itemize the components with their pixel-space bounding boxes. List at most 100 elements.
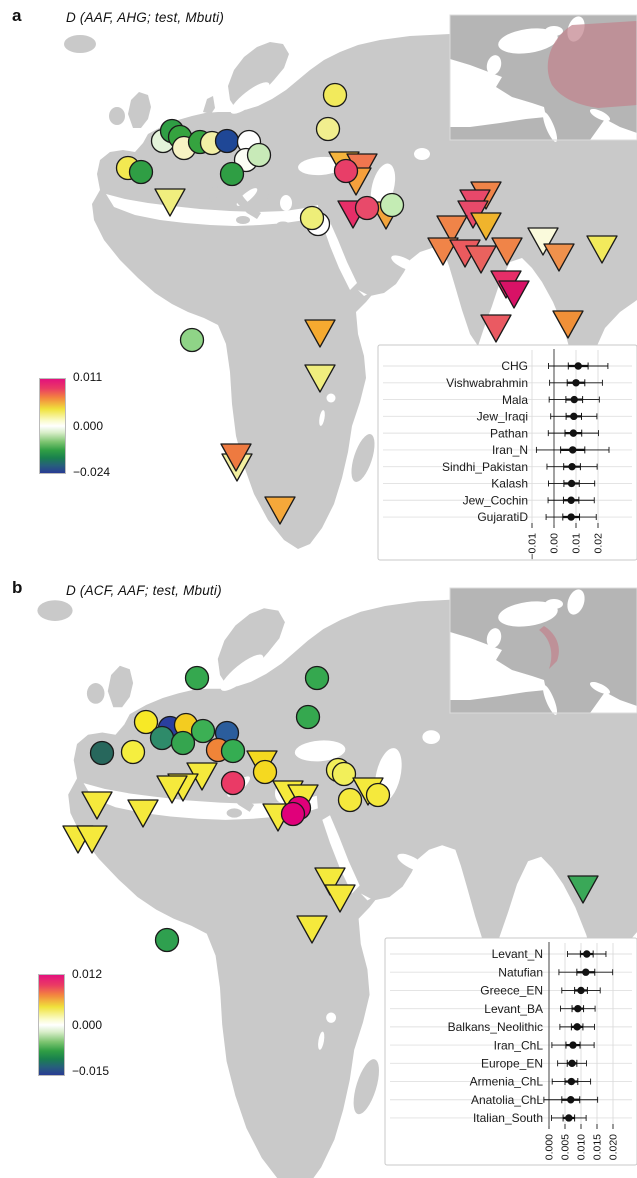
forest-point-estimate xyxy=(570,395,578,404)
map-marker-triangle xyxy=(470,212,502,241)
forest-row-label: Armenia_ChL xyxy=(470,1075,544,1089)
map-marker-circle xyxy=(89,740,115,766)
panel-a-label: a xyxy=(12,6,22,25)
forest-point-estimate xyxy=(567,479,576,488)
forest-point-estimate xyxy=(567,513,575,521)
forest-x-tick-label: 0.000 xyxy=(544,1134,556,1160)
map-marker-triangle xyxy=(314,867,346,896)
forest-x-tick-label: 0.015 xyxy=(592,1134,604,1160)
forest-x-tick-label: 0.01 xyxy=(571,533,583,554)
map-marker-triangle xyxy=(76,825,108,854)
forest-plot-b: 0.000 0.005 0.010 0.015 0.020 Levant_N Natufia… xyxy=(384,937,637,1166)
forest-x-tick-label: 0.00 xyxy=(549,533,561,554)
map-marker-circle xyxy=(214,128,240,154)
forest-x-tick-label: −0.01 xyxy=(527,533,539,560)
map-marker-circle xyxy=(365,782,391,808)
forest-point-estimate xyxy=(567,496,575,504)
forest-row-label: Jew_Iraqi xyxy=(477,410,528,424)
forest-point-estimate xyxy=(569,1041,577,1049)
forest-point-estimate xyxy=(574,1004,582,1013)
panel-b-title: D (ACF, AAF; test, Mbuti) xyxy=(66,583,222,598)
map-marker-circle xyxy=(333,158,359,184)
map-panel-b: 0.000 0.005 0.010 0.015 0.020 Levant_N Natufia… xyxy=(37,587,637,1178)
forest-row-label: Levant_N xyxy=(492,947,543,961)
colorbar-a-max-label: 0.011 xyxy=(73,370,103,384)
inset-highlight-region-b xyxy=(539,626,559,669)
map-marker-circle xyxy=(190,718,216,744)
forest-point-estimate xyxy=(565,1114,573,1122)
forest-point-estimate xyxy=(570,412,578,421)
forest-point-estimate xyxy=(568,1059,576,1068)
map-marker-triangle xyxy=(527,227,559,256)
forest-point-estimate xyxy=(577,986,585,995)
map-marker-circle xyxy=(337,787,363,813)
colorbar-b-zero-label: 0.000 xyxy=(72,1018,103,1032)
map-marker-triangle xyxy=(436,215,468,244)
inset-locator-map-a xyxy=(449,14,637,144)
forest-x-tick-label: 0.020 xyxy=(608,1134,620,1160)
map-marker-triangle xyxy=(264,496,296,525)
map-markers-b xyxy=(62,665,599,953)
map-marker-triangle xyxy=(81,791,113,820)
forest-x-tick-label: 0.02 xyxy=(593,533,605,554)
forest-row-label: GujaratiD xyxy=(477,510,528,524)
map-marker-circle xyxy=(179,327,205,353)
forest-point-estimate xyxy=(567,1096,575,1104)
map-marker-triangle xyxy=(427,237,459,266)
forest-point-estimate xyxy=(568,462,576,471)
map-marker-circle xyxy=(280,801,306,827)
forest-x-tick-label: 0.005 xyxy=(560,1134,572,1160)
forest-point-estimate xyxy=(569,429,578,437)
map-marker-circle xyxy=(379,192,405,218)
inset-locator-map-b xyxy=(449,587,637,717)
map-marker-triangle xyxy=(567,875,599,904)
forest-point-estimate xyxy=(574,362,582,370)
forest-point-estimate xyxy=(569,446,577,454)
colorbar-b-max-label: 0.012 xyxy=(72,967,103,981)
map-marker-circle xyxy=(128,159,154,185)
map-marker-triangle xyxy=(491,237,523,266)
map-marker-circle xyxy=(170,730,196,756)
map-marker-circle xyxy=(322,82,348,108)
map-marker-triangle xyxy=(296,915,328,944)
map-markers-a xyxy=(115,82,618,525)
forest-row-label: Balkans_Neolithic xyxy=(448,1020,543,1034)
forest-row-label: Kalash xyxy=(491,477,528,491)
map-marker-circle xyxy=(184,665,210,691)
colorbar-b-min-label: −0.015 xyxy=(72,1064,110,1078)
forest-plot-a: −0.01 0.00 0.01 0.02 CHG Vishwabrahmin Mala Jew… xyxy=(377,344,637,561)
forest-point-estimate xyxy=(567,1077,576,1086)
forest-row-label: Europe_EN xyxy=(481,1057,543,1071)
map-marker-circle xyxy=(246,142,272,168)
forest-row-label: CHG xyxy=(501,359,528,373)
map-marker-circle xyxy=(220,738,246,764)
forest-row-label: Jew_Cochin xyxy=(463,493,528,507)
map-marker-triangle xyxy=(498,280,530,309)
map-marker-circle xyxy=(252,759,278,785)
map-marker-triangle xyxy=(465,245,497,274)
panel-b-label: b xyxy=(12,578,23,597)
forest-x-tick-label: 0.010 xyxy=(576,1134,588,1160)
forest-row-label: Greece_EN xyxy=(480,984,543,998)
forest-row-label: Iran_N xyxy=(492,443,528,457)
forest-row-label: Iran_ChL xyxy=(494,1038,544,1052)
map-marker-triangle xyxy=(586,235,618,264)
inset-highlight-region-a xyxy=(547,21,637,108)
map-marker-circle xyxy=(354,195,380,221)
map-marker-triangle xyxy=(304,364,336,393)
map-marker-circle xyxy=(120,739,146,765)
map-marker-circle xyxy=(133,709,159,735)
map-marker-circle xyxy=(219,161,245,187)
forest-row-label: Pathan xyxy=(490,426,528,440)
map-marker-triangle xyxy=(480,314,512,343)
map-marker-circle xyxy=(331,761,357,787)
map-marker-circle xyxy=(295,704,321,730)
forest-row-label: Mala xyxy=(502,393,528,407)
forest-row-label: Italian_South xyxy=(473,1111,543,1125)
forest-point-estimate xyxy=(572,379,580,387)
forest-row-label: Vishwabrahmin xyxy=(446,376,528,390)
map-marker-triangle xyxy=(304,319,336,348)
forest-point-estimate xyxy=(573,1023,581,1031)
map-marker-circle xyxy=(149,725,175,751)
